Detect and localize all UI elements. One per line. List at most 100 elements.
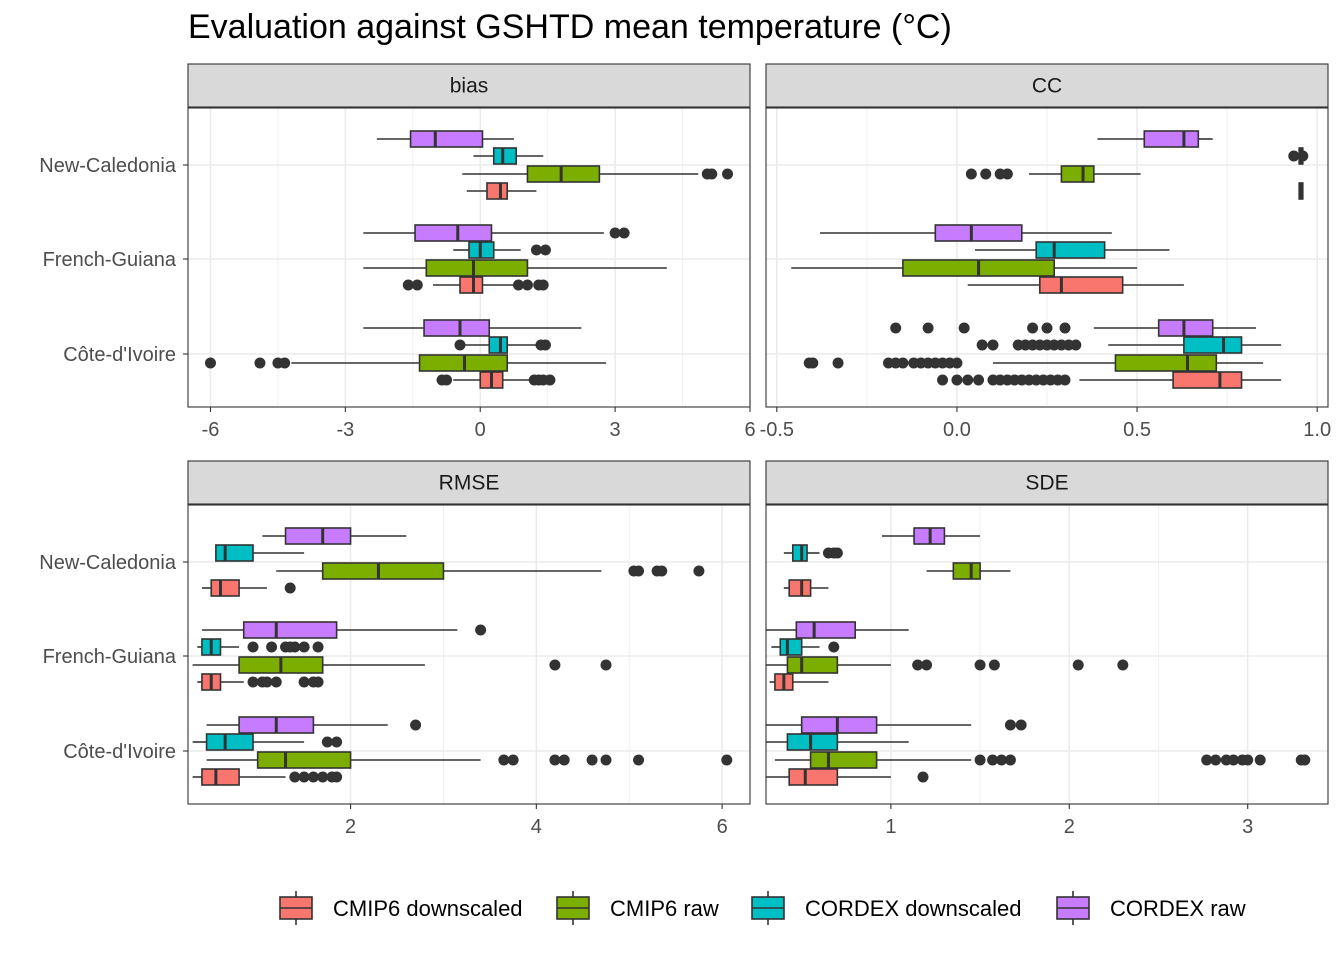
box-rmse-new-caledonia-cordex-downscaled bbox=[215, 544, 254, 562]
outlier-point-bias-french-guiana-cmip6-downscaled bbox=[402, 279, 414, 291]
outlier-point-bias-french-guiana-cmip6-downscaled bbox=[512, 279, 524, 291]
outlier-point-bias-c-te-d-ivoire-cmip6-raw bbox=[254, 357, 266, 369]
outlier-point-rmse-c-te-d-ivoire-cmip6-downscaled bbox=[289, 771, 301, 783]
outlier-point-rmse-c-te-d-ivoire-cmip6-raw bbox=[586, 754, 598, 766]
box-bias-new-caledonia-cordex-downscaled bbox=[492, 147, 518, 165]
outlier-point-sde-c-te-d-ivoire-cmip6-raw bbox=[987, 754, 999, 766]
outlier-point-rmse-c-te-d-ivoire-cordex-downscaled bbox=[321, 736, 333, 748]
legend-label-cordex-downscaled: CORDEX downscaled bbox=[805, 896, 1021, 921]
outlier-point-rmse-french-guiana-cmip6-raw bbox=[549, 659, 561, 671]
box-cc-french-guiana-cordex-downscaled bbox=[1035, 241, 1106, 259]
outlier-point-rmse-c-te-d-ivoire-cmip6-raw bbox=[507, 754, 519, 766]
outlier-point-cc-c-te-d-ivoire-cmip6-downscaled bbox=[973, 374, 985, 386]
box-sde-c-te-d-ivoire-cmip6-downscaled bbox=[788, 768, 839, 786]
outlier-point-sde-french-guiana-cmip6-raw bbox=[912, 659, 924, 671]
outlier-point-rmse-c-te-d-ivoire-cmip6-raw bbox=[558, 754, 570, 766]
x-tick-label-rmse: 2 bbox=[345, 816, 356, 838]
outlier-point-cc-new-caledonia-cordex-downscaled bbox=[1297, 150, 1309, 162]
outlier-point-rmse-c-te-d-ivoire-cmip6-raw bbox=[633, 754, 645, 766]
panel-strip-cc bbox=[765, 63, 1329, 108]
box-cc-c-te-d-ivoire-cordex-downscaled bbox=[1183, 336, 1243, 354]
outlier-point-bias-c-te-d-ivoire-cordex-downscaled bbox=[539, 339, 551, 351]
outlier-point-cc-new-caledonia-cordex-downscaled bbox=[1288, 150, 1300, 162]
x-tick-label-bias: 6 bbox=[744, 419, 755, 441]
outlier-point-sde-c-te-d-ivoire-cmip6-raw bbox=[1004, 754, 1016, 766]
box-rmse-new-caledonia-cordex-raw bbox=[284, 527, 352, 545]
y-tick-label-french-guiana: French-Guiana bbox=[43, 249, 177, 271]
x-tick-label-rmse: 6 bbox=[717, 816, 728, 838]
y-tick-label-french-guiana: French-Guiana bbox=[43, 646, 177, 668]
y-tick-label-c-te-d-ivoire: Côte-d'Ivoire bbox=[63, 741, 176, 763]
outlier-point-bias-new-caledonia-cmip6-raw bbox=[722, 168, 734, 180]
box-cc-new-caledonia-cordex-raw bbox=[1143, 130, 1200, 148]
outlier-point-cc-c-te-d-ivoire-cordex-raw bbox=[1027, 322, 1039, 334]
x-tick-label-rmse: 4 bbox=[531, 816, 542, 838]
box-sde-french-guiana-cordex-raw bbox=[795, 621, 857, 639]
outlier-point-bias-french-guiana-cmip6-downscaled bbox=[537, 279, 549, 291]
box-cc-new-caledonia-cmip6-raw bbox=[1060, 165, 1095, 183]
outlier-point-cc-c-te-d-ivoire-cmip6-downscaled bbox=[951, 374, 963, 386]
box-sde-c-te-d-ivoire-cmip6-raw bbox=[809, 751, 878, 769]
x-tick-label-sde: 1 bbox=[885, 816, 896, 838]
outlier-point-cc-c-te-d-ivoire-cordex-raw bbox=[1041, 322, 1053, 334]
panel-strip-bias bbox=[187, 63, 751, 108]
outlier-point-sde-c-te-d-ivoire-cmip6-raw bbox=[996, 754, 1008, 766]
outlier-point-rmse-french-guiana-cmip6-downscaled bbox=[270, 676, 282, 688]
outlier-point-bias-c-te-d-ivoire-cmip6-raw bbox=[279, 357, 291, 369]
y-tick-label-new-caledonia: New-Caledonia bbox=[39, 155, 177, 177]
chart-title: Evaluation against GSHTD mean temperatur… bbox=[188, 8, 952, 46]
legend-label-cmip6-downscaled: CMIP6 downscaled bbox=[333, 896, 523, 921]
box-sde-new-caledonia-cmip6-downscaled bbox=[788, 579, 812, 597]
x-tick-label-bias: 0 bbox=[475, 419, 486, 441]
box-sde-c-te-d-ivoire-cordex-downscaled bbox=[786, 733, 839, 751]
outlier-point-bias-c-te-d-ivoire-cmip6-raw bbox=[204, 357, 216, 369]
panel-strip-rmse bbox=[187, 460, 751, 505]
x-tick-label-sde: 3 bbox=[1242, 816, 1253, 838]
outlier-point-sde-c-te-d-ivoire-cmip6-raw bbox=[1227, 754, 1239, 766]
outlier-point-sde-c-te-d-ivoire-cmip6-raw bbox=[1254, 754, 1266, 766]
x-tick-label-bias: 3 bbox=[610, 419, 621, 441]
box-rmse-c-te-d-ivoire-cordex-downscaled bbox=[205, 733, 254, 751]
outlier-point-sde-french-guiana-cmip6-raw bbox=[1072, 659, 1084, 671]
outlier-point-rmse-c-te-d-ivoire-cordex-raw bbox=[410, 719, 422, 731]
box-bias-french-guiana-cmip6-downscaled bbox=[459, 276, 484, 294]
outlier-point-sde-c-te-d-ivoire-cordex-raw bbox=[1015, 719, 1027, 731]
outlier-point-sde-c-te-d-ivoire-cmip6-raw bbox=[1210, 754, 1222, 766]
outlier-point-sde-c-te-d-ivoire-cmip6-raw bbox=[1299, 754, 1311, 766]
outlier-point-bias-new-caledonia-cmip6-raw bbox=[706, 168, 718, 180]
outlier-point-bias-c-te-d-ivoire-cmip6-downscaled bbox=[441, 374, 453, 386]
panel-strip-sde bbox=[765, 460, 1329, 505]
outlier-point-bias-french-guiana-cordex-raw bbox=[618, 227, 630, 239]
box-bias-french-guiana-cordex-raw bbox=[414, 224, 493, 242]
outlier-point-bias-french-guiana-cordex-raw bbox=[609, 227, 621, 239]
panel-border-bias bbox=[187, 107, 751, 408]
outlier-point-rmse-new-caledonia-cmip6-downscaled bbox=[284, 582, 296, 594]
box-bias-new-caledonia-cordex-raw bbox=[409, 130, 484, 148]
outlier-point-rmse-french-guiana-cordex-downscaled bbox=[312, 641, 324, 653]
outlier-point-cc-c-te-d-ivoire-cordex-raw bbox=[1059, 322, 1071, 334]
x-tick-label-cc: 1.0 bbox=[1303, 419, 1331, 441]
outlier-point-sde-c-te-d-ivoire-cordex-raw bbox=[1004, 719, 1016, 731]
box-rmse-c-te-d-ivoire-cmip6-downscaled bbox=[201, 768, 240, 786]
outlier-point-rmse-french-guiana-cordex-downscaled bbox=[266, 641, 278, 653]
outlier-point-sde-french-guiana-cmip6-raw bbox=[988, 659, 1000, 671]
box-rmse-c-te-d-ivoire-cmip6-raw bbox=[256, 751, 352, 769]
box-sde-french-guiana-cordex-downscaled bbox=[779, 638, 803, 656]
x-tick-label-sde: 2 bbox=[1064, 816, 1075, 838]
outlier-point-sde-new-caledonia-cordex-downscaled bbox=[831, 547, 843, 559]
outlier-point-cc-c-te-d-ivoire-cordex-downscaled bbox=[976, 339, 988, 351]
outlier-point-cc-c-te-d-ivoire-cmip6-raw bbox=[897, 357, 909, 369]
outlier-point-rmse-c-te-d-ivoire-cmip6-raw bbox=[549, 754, 561, 766]
box-cc-french-guiana-cordex-raw bbox=[934, 224, 1023, 242]
outlier-point-cc-c-te-d-ivoire-cmip6-downscaled bbox=[1059, 374, 1071, 386]
panel-strip-label-cc: CC bbox=[1032, 75, 1062, 98]
outlier-point-cc-new-caledonia-cmip6-raw bbox=[965, 168, 977, 180]
outlier-point-sde-c-te-d-ivoire-cmip6-raw bbox=[1242, 754, 1254, 766]
box-bias-new-caledonia-cmip6-downscaled bbox=[486, 182, 509, 200]
x-tick-label-cc: 0.0 bbox=[943, 419, 971, 441]
outlier-point-rmse-new-caledonia-cmip6-raw bbox=[633, 565, 645, 577]
outlier-point-sde-c-te-d-ivoire-cmip6-raw bbox=[974, 754, 986, 766]
outlier-point-sde-french-guiana-cmip6-raw bbox=[1117, 659, 1129, 671]
outlier-point-rmse-french-guiana-cordex-raw bbox=[475, 624, 487, 636]
